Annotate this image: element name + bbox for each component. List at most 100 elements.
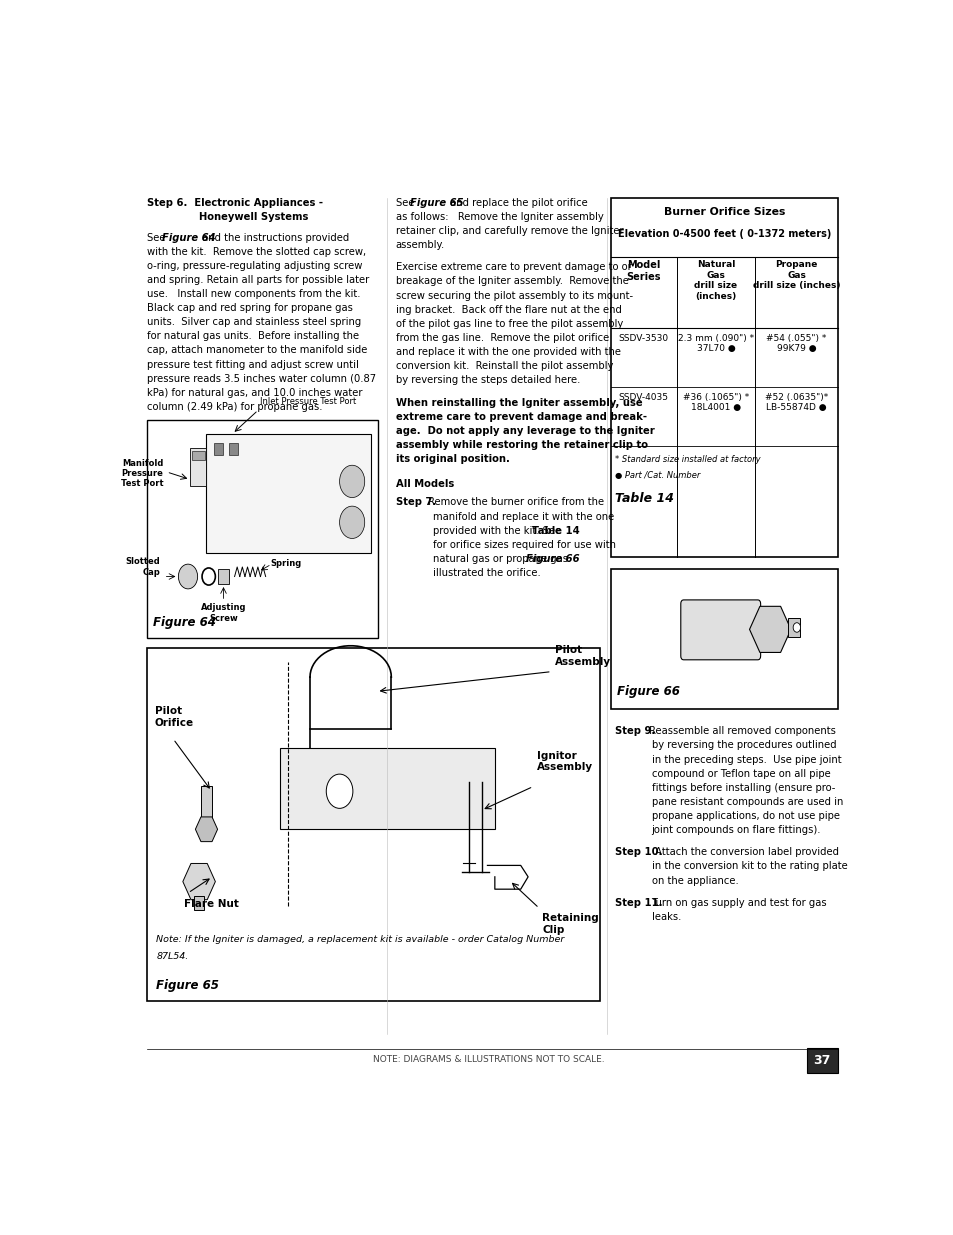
Text: * Standard size installed at factory: * Standard size installed at factory [615, 456, 760, 464]
Text: Reassemble all removed components: Reassemble all removed components [645, 726, 835, 736]
Text: 87L54.: 87L54. [156, 952, 189, 961]
Text: Figure 65: Figure 65 [156, 978, 219, 992]
Text: ● Part /Cat. Number: ● Part /Cat. Number [615, 471, 700, 480]
Text: joint compounds on flare fittings).: joint compounds on flare fittings). [651, 825, 821, 835]
Text: #54 (.055") *
99K79 ●: #54 (.055") * 99K79 ● [765, 333, 826, 353]
Text: Note: If the Igniter is damaged, a replacement kit is available - order Catalog : Note: If the Igniter is damaged, a repla… [156, 935, 564, 944]
Text: age.  Do not apply any leverage to the Igniter: age. Do not apply any leverage to the Ig… [395, 426, 654, 436]
Bar [280, 748, 495, 829]
Text: Pilot
Assembly: Pilot Assembly [554, 645, 610, 667]
Text: #36 (.1065") *
18L4001 ●: #36 (.1065") * 18L4001 ● [682, 393, 748, 412]
Text: Figure 65: Figure 65 [410, 198, 463, 207]
Text: Turn on gas supply and test for gas: Turn on gas supply and test for gas [651, 898, 826, 908]
Text: Model
Series: Model Series [626, 261, 660, 282]
Text: SSDV-3530: SSDV-3530 [618, 333, 668, 342]
Text: Step 10.: Step 10. [614, 847, 661, 857]
Bar [806, 1047, 837, 1072]
Text: for orifice sizes required for use with: for orifice sizes required for use with [433, 540, 615, 550]
Text: Figure 64: Figure 64 [162, 233, 215, 243]
Text: screw securing the pilot assembly to its mount-: screw securing the pilot assembly to its… [395, 290, 632, 300]
Text: assembly while restoring the retainer clip to: assembly while restoring the retainer cl… [395, 440, 647, 450]
Text: in the conversion kit to the rating plate: in the conversion kit to the rating plat… [651, 862, 846, 872]
Bar [787, 618, 799, 637]
Text: its original position.: its original position. [395, 453, 509, 464]
Text: Adjusting
Screw: Adjusting Screw [200, 603, 246, 622]
Circle shape [792, 622, 800, 632]
Text: and replace the pilot orifice: and replace the pilot orifice [446, 198, 587, 207]
Text: Natural
Gas
drill size
(inches): Natural Gas drill size (inches) [694, 261, 737, 300]
Text: from the gas line.  Remove the pilot orifice: from the gas line. Remove the pilot orif… [395, 332, 608, 343]
Text: See: See [147, 233, 169, 243]
Text: cap, attach manometer to the manifold side: cap, attach manometer to the manifold si… [147, 346, 367, 356]
Text: extreme care to prevent damage and break-: extreme care to prevent damage and break… [395, 411, 646, 421]
Text: compound or Teflon tape on all pipe: compound or Teflon tape on all pipe [651, 768, 829, 778]
Text: by reversing the procedures outlined: by reversing the procedures outlined [651, 741, 836, 751]
Text: Remove the burner orifice from the: Remove the burner orifice from the [425, 498, 604, 508]
Bar [229, 443, 237, 454]
Text: propane applications, do not use pipe: propane applications, do not use pipe [651, 811, 839, 821]
Bar [193, 895, 204, 910]
Text: retainer clip, and carefully remove the Igniter: retainer clip, and carefully remove the … [395, 226, 622, 236]
Bar [217, 569, 229, 584]
Text: Figure 66: Figure 66 [525, 553, 578, 563]
Text: SSDV-4035: SSDV-4035 [618, 393, 668, 401]
Bar [147, 420, 377, 638]
Bar [147, 648, 599, 1002]
Text: pane resistant compounds are used in: pane resistant compounds are used in [651, 797, 842, 806]
Text: as follows:   Remove the Igniter assembly: as follows: Remove the Igniter assembly [395, 211, 603, 222]
Text: Elevation 0-4500 feet ( 0-1372 meters): Elevation 0-4500 feet ( 0-1372 meters) [618, 228, 830, 240]
Text: Step 6.  Electronic Appliances -: Step 6. Electronic Appliances - [147, 198, 323, 207]
Bar [213, 443, 223, 454]
Circle shape [339, 506, 364, 538]
Text: Pilot
Orifice: Pilot Orifice [154, 706, 193, 727]
FancyBboxPatch shape [680, 600, 760, 659]
Text: All Models: All Models [395, 479, 454, 489]
Text: Spring: Spring [270, 558, 301, 568]
Bar [610, 568, 837, 709]
Text: in the preceding steps.  Use pipe joint: in the preceding steps. Use pipe joint [651, 755, 841, 764]
Text: Slotted
Cap: Slotted Cap [125, 557, 160, 577]
Text: 2.3 mm (.090") *
37L70 ●: 2.3 mm (.090") * 37L70 ● [678, 333, 753, 353]
Circle shape [326, 774, 353, 809]
Text: Burner Orifice Sizes: Burner Orifice Sizes [663, 207, 784, 217]
Text: for natural gas units.  Before installing the: for natural gas units. Before installing… [147, 331, 359, 341]
Text: Honeywell Systems: Honeywell Systems [199, 211, 308, 222]
Text: with the kit.  Remove the slotted cap screw,: with the kit. Remove the slotted cap scr… [147, 247, 366, 257]
Text: column (2.49 kPa) for propane gas.: column (2.49 kPa) for propane gas. [147, 401, 322, 411]
Text: Black cap and red spring for propane gas: Black cap and red spring for propane gas [147, 304, 353, 314]
Text: assembly.: assembly. [395, 240, 444, 249]
Text: conversion kit.  Reinstall the pilot assembly: conversion kit. Reinstall the pilot asse… [395, 361, 613, 370]
Circle shape [339, 466, 364, 498]
Text: NOTE: DIAGRAMS & ILLUSTRATIONS NOT TO SCALE.: NOTE: DIAGRAMS & ILLUSTRATIONS NOT TO SC… [373, 1056, 604, 1065]
Circle shape [178, 564, 197, 589]
Text: pressure reads 3.5 inches water column (0.87: pressure reads 3.5 inches water column (… [147, 373, 376, 384]
Text: When reinstalling the Igniter assembly, use: When reinstalling the Igniter assembly, … [395, 398, 641, 408]
Text: manifold and replace it with the one: manifold and replace it with the one [433, 511, 614, 521]
Text: of the pilot gas line to free the pilot assembly: of the pilot gas line to free the pilot … [395, 319, 622, 329]
Text: Attach the conversion label provided: Attach the conversion label provided [651, 847, 838, 857]
Text: units.  Silver cap and stainless steel spring: units. Silver cap and stainless steel sp… [147, 317, 361, 327]
Text: provided with the kit. See: provided with the kit. See [433, 526, 563, 536]
Text: Flare Nut: Flare Nut [184, 899, 239, 909]
Text: fittings before installing (ensure pro-: fittings before installing (ensure pro- [651, 783, 834, 793]
Text: Propane
Gas
drill size (inches): Propane Gas drill size (inches) [752, 261, 840, 290]
Text: See: See [395, 198, 417, 207]
Text: Figure 64: Figure 64 [153, 616, 216, 629]
Text: leaks.: leaks. [651, 913, 680, 923]
Text: and the instructions provided: and the instructions provided [199, 233, 349, 243]
Text: Step 7.: Step 7. [395, 498, 436, 508]
Text: use.   Install new components from the kit.: use. Install new components from the kit… [147, 289, 360, 299]
Text: and replace it with the one provided with the: and replace it with the one provided wit… [395, 347, 620, 357]
Bar [201, 787, 212, 820]
Bar [190, 448, 206, 487]
Text: Ignitor
Assembly: Ignitor Assembly [537, 751, 593, 772]
Text: 37: 37 [813, 1053, 830, 1067]
Text: Manifold
Pressure
Test Port: Manifold Pressure Test Port [121, 458, 164, 488]
Bar [192, 451, 205, 461]
Text: Step 9.: Step 9. [614, 726, 654, 736]
Text: Step 11.: Step 11. [614, 898, 661, 908]
Text: ing bracket.  Back off the flare nut at the end: ing bracket. Back off the flare nut at t… [395, 305, 621, 315]
Text: by reversing the steps detailed here.: by reversing the steps detailed here. [395, 375, 579, 385]
Text: Table 14: Table 14 [531, 526, 579, 536]
Text: #52 (.0635")*
LB-55874D ●: #52 (.0635")* LB-55874D ● [764, 393, 827, 412]
